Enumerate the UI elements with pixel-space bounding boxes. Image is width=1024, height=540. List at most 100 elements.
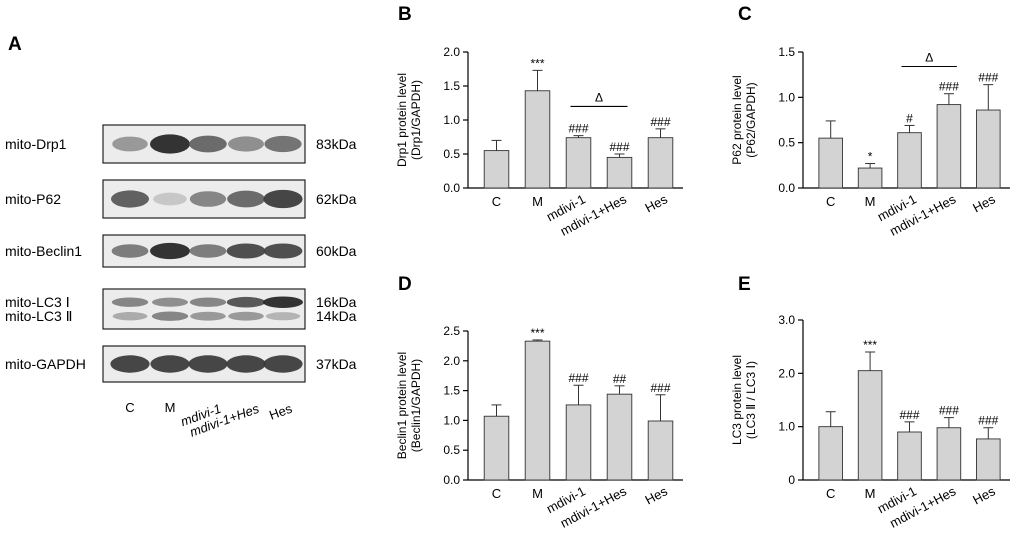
category-label: M <box>532 486 543 501</box>
blot-label: mito-Drp1 <box>5 136 67 152</box>
bar <box>565 137 592 189</box>
chart-d: D 0.0 0.5 1.0 1.5 2.0 2.5 Beclin1 protein level… <box>395 274 683 531</box>
blot-band <box>111 190 149 208</box>
bar <box>647 420 674 481</box>
blot-band <box>112 312 148 321</box>
y-axis-label: Drp1 protein level <box>395 73 409 167</box>
significance-label: *** <box>863 338 877 352</box>
bar <box>976 438 1001 481</box>
y-tick-label: 0.5 <box>443 147 460 161</box>
lane-label: Hes <box>267 401 294 423</box>
blot-label: mito-LC3 Ⅱ <box>5 308 73 324</box>
y-axis-label: (P62/GAPDH) <box>744 82 758 157</box>
bar <box>524 90 551 189</box>
blot-band <box>189 244 227 258</box>
y-axis-label: (LC3 Ⅱ / LC3 Ⅰ) <box>744 361 758 439</box>
blot-band <box>111 244 149 258</box>
y-tick-label: 2.0 <box>443 45 460 59</box>
y-axis-label: (Drp1/GAPDH) <box>409 80 423 160</box>
significance-label: *** <box>530 56 544 70</box>
blot-band <box>263 189 303 209</box>
blot-size: 83kDa <box>316 136 357 152</box>
category-label: C <box>826 486 835 501</box>
blot-size: 37kDa <box>316 356 357 372</box>
significance-label: # <box>906 111 913 125</box>
y-tick-label: 1.5 <box>778 45 795 59</box>
bar <box>857 370 883 481</box>
bar <box>483 415 510 481</box>
category-label: C <box>492 194 501 209</box>
bar <box>565 404 592 481</box>
bar <box>606 156 633 189</box>
blot-size: 62kDa <box>316 191 357 207</box>
blot-label: mito-GAPDH <box>5 356 86 372</box>
blot-band <box>189 135 227 153</box>
blot-band <box>228 136 264 152</box>
significance-label: ### <box>939 404 959 418</box>
y-tick-label: 0.0 <box>443 181 460 195</box>
y-tick-label: 2.0 <box>443 354 460 368</box>
bar <box>647 137 674 189</box>
blot-band <box>152 297 188 307</box>
significance-label: ### <box>650 381 670 395</box>
blot-band <box>151 311 189 321</box>
y-tick-label: 3.0 <box>778 313 795 327</box>
y-tick-label: 0.0 <box>443 473 460 487</box>
bar <box>483 150 510 189</box>
blot-size: 14kDa <box>316 308 357 324</box>
blot-label: mito-LC3 Ⅰ <box>5 294 70 310</box>
blot-band <box>188 355 228 373</box>
chart-c: C 0.0 0.5 1.0 1.5 P62 protein level (P62/GAPDH… <box>730 4 1010 239</box>
blot-band <box>263 355 303 373</box>
significance-label: * <box>868 150 873 164</box>
bar <box>976 109 1001 189</box>
category-label: C <box>826 194 835 209</box>
significance-label: ### <box>899 408 919 422</box>
significance-label: ### <box>568 122 588 136</box>
panel-letter-d: D <box>398 274 412 295</box>
blot-strips: mito-Drp1 83kDa mito-P62 62kDa mito-Beclin1 6… <box>5 124 357 383</box>
chart-e: E 0 1.0 2.0 3.0 LC3 protein level (LC3 Ⅱ / LC3… <box>730 274 1010 531</box>
category-label: M <box>865 486 876 501</box>
blot-band <box>150 134 190 154</box>
blot-band <box>263 296 303 308</box>
blot-strip <box>102 288 306 330</box>
y-tick-label: 0.0 <box>778 181 795 195</box>
y-axis-label: Beclin1 protein level <box>395 352 409 459</box>
significance-label: ### <box>939 80 959 94</box>
panel-letter-b: B <box>398 4 412 25</box>
significance-label: ### <box>568 371 588 385</box>
blot-band <box>190 311 226 321</box>
blot-band <box>150 242 190 260</box>
bar <box>897 132 922 189</box>
bar <box>936 427 962 481</box>
panel-letter-e: E <box>738 274 751 295</box>
significance-label: ### <box>650 115 670 129</box>
category-label: Hes <box>642 483 670 507</box>
blot-band <box>189 297 227 307</box>
y-axis-label: (Beclin1/GAPDH) <box>409 359 423 452</box>
y-tick-label: 2.0 <box>778 366 795 380</box>
significance-label: ### <box>609 140 629 154</box>
bar <box>524 340 551 481</box>
blot-band <box>153 192 187 206</box>
blot-band <box>110 355 150 373</box>
significance-label: ### <box>978 414 998 428</box>
panel-letter-a: A <box>8 34 22 55</box>
category-label: Hes <box>642 191 670 215</box>
significance-label: ## <box>613 372 627 386</box>
y-tick-label: 1.0 <box>443 413 460 427</box>
blot-label: mito-Beclin1 <box>5 243 82 259</box>
category-label: Hes <box>970 483 998 507</box>
y-tick-label: 0.5 <box>778 136 795 150</box>
y-tick-label: 1.5 <box>443 384 460 398</box>
blot-band <box>189 191 227 207</box>
y-tick-label: 1.0 <box>443 113 460 127</box>
blot-band <box>264 135 302 153</box>
blot-band <box>227 190 265 208</box>
category-label: C <box>492 486 501 501</box>
bar-charts: B 0.0 0.5 1.0 1.5 2.0 Drp1 protein level (Drp1/… <box>395 4 1010 531</box>
blot-band <box>112 136 148 152</box>
